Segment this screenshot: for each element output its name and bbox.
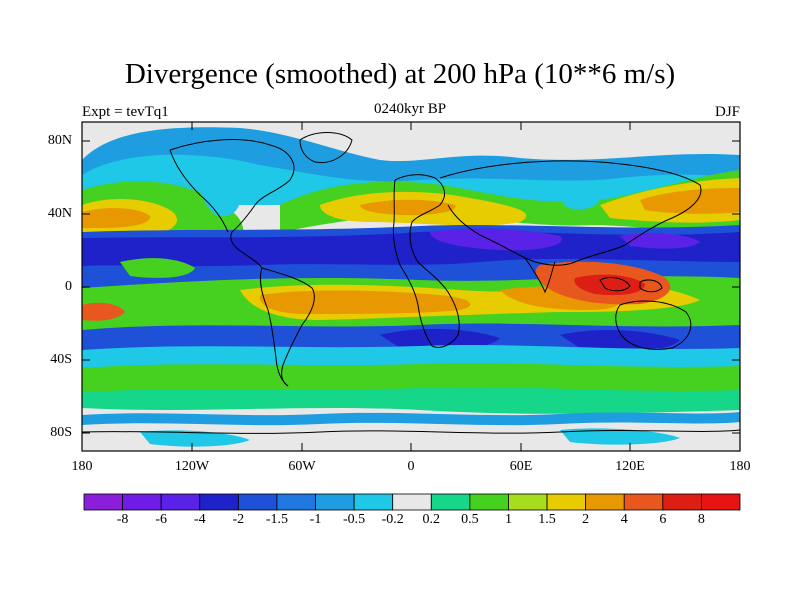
colorbar-tick-label: 0.2	[422, 512, 441, 527]
contour-field	[82, 122, 740, 451]
axis-ticks	[81, 122, 741, 451]
colorbar-tick-label: 1	[504, 512, 512, 527]
contour-nh-mid-orange	[82, 188, 740, 228]
colorbar-tick-label: -2	[232, 512, 245, 527]
colorbar-swatch	[508, 493, 548, 511]
colorbar-swatch	[585, 493, 625, 511]
colorbar-swatch	[546, 493, 587, 511]
x-tick-label: 60W	[288, 459, 316, 474]
colorbar-swatch	[392, 493, 432, 511]
colorbar-swatch	[430, 493, 471, 511]
colorbar-tick-label: -6	[155, 512, 167, 527]
colorbar-tick-label: 2	[582, 512, 590, 527]
colorbar-swatch	[315, 493, 355, 511]
season-label: DJF	[714, 104, 740, 120]
coastlines	[82, 132, 740, 434]
colorbar-tick-label: -0.2	[381, 512, 404, 527]
x-tick-label: 0	[407, 459, 415, 474]
contour-maritime-core	[574, 274, 645, 296]
y-tick-label: 40S	[50, 352, 72, 367]
x-tick-label: 120W	[174, 459, 210, 474]
colorbar-swatch	[623, 493, 664, 511]
colorbar-swatch	[276, 493, 316, 511]
y-tick-label: 80N	[47, 133, 72, 148]
colorbar-swatch	[237, 493, 278, 511]
colorbar-tick-label: -1.5	[265, 512, 289, 527]
time-label: 0240kyr BP	[373, 101, 447, 117]
colorbar-tick-label: -0.5	[343, 512, 366, 527]
colorbar-tick-label: -8	[116, 512, 129, 527]
experiment-label: Expt = tevTq1	[82, 104, 169, 120]
colorbar-swatch	[701, 493, 741, 511]
y-tick-label: 40N	[47, 206, 72, 221]
x-tick-label: 60E	[509, 459, 533, 474]
contour-nh-subtropic-darkblue	[82, 231, 740, 267]
contour-sh-mid-teal	[82, 387, 740, 414]
colorbar-swatch	[469, 493, 509, 511]
plot-title: Divergence (smoothed) at 200 hPa (10**6 …	[124, 58, 676, 90]
colorbar-swatch	[160, 493, 201, 511]
colorbar-swatch	[199, 493, 239, 511]
colorbar-tick-label: 0.5	[461, 512, 479, 527]
colorbar-swatch	[662, 493, 702, 511]
colorbar-swatch	[122, 493, 162, 511]
contour-ne-pacific-green	[120, 258, 195, 278]
colorbar-tick-label: 1.5	[538, 512, 556, 527]
contour-nh-subtropic-purple	[430, 228, 700, 251]
x-tick-label: 120E	[615, 459, 645, 474]
colorbar-swatch	[353, 493, 394, 511]
colorbar-swatch	[83, 493, 123, 511]
x-tick-label: 180	[729, 459, 751, 474]
contour-tropical-orange	[259, 286, 621, 314]
colorbar-tick-label: 6	[659, 512, 667, 527]
y-tick-label: 0	[65, 279, 72, 294]
y-tick-label: 80S	[50, 425, 72, 440]
colorbar	[83, 493, 741, 511]
colorbar-tick-label: -1	[309, 512, 322, 527]
contour-sw-pacific-orange	[82, 302, 125, 321]
colorbar-tick-label: -4	[193, 512, 206, 527]
colorbar-tick-label: 4	[620, 512, 628, 527]
colorbar-tick-label: 8	[697, 512, 705, 527]
x-tick-label: 180	[71, 459, 93, 474]
